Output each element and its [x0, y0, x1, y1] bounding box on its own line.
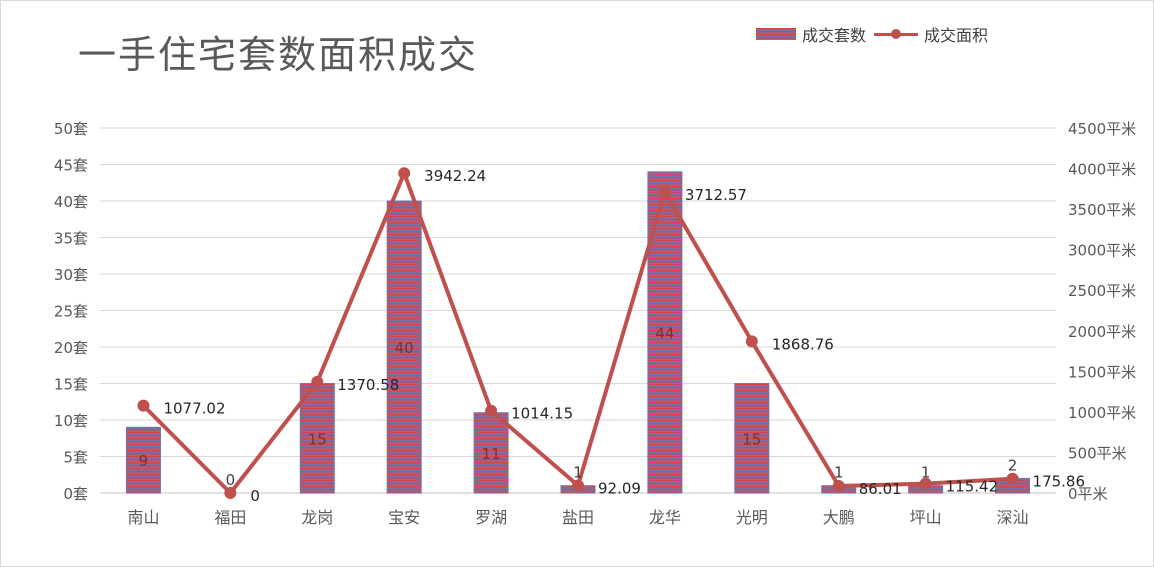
line-point	[224, 487, 237, 499]
x-tick-label: 坪山	[910, 508, 942, 527]
line-point	[485, 404, 498, 417]
bar-data-label: 0	[226, 471, 236, 489]
bar-data-label: 44	[655, 324, 674, 342]
line-point	[658, 185, 671, 198]
line-point	[572, 479, 584, 492]
line-point	[311, 375, 324, 388]
y-right-tick-label: 4000平米	[1068, 161, 1136, 179]
bar-data-label: 9	[139, 452, 149, 470]
y-left-tick-label: 30套	[54, 266, 88, 284]
bar-data-label: 1	[834, 464, 844, 482]
legend-bar-swatch	[756, 28, 796, 40]
y-right-tick-label: 500平米	[1068, 444, 1127, 462]
y-left-tick-label: 50套	[54, 120, 88, 138]
y-right-tick-label: 3500平米	[1068, 201, 1136, 219]
y-left-tick-label: 5套	[63, 449, 88, 467]
bar-data-label: 2	[1008, 456, 1018, 474]
chart-title: 一手住宅套数面积成交	[78, 33, 479, 77]
line-point	[745, 335, 758, 348]
line-data-label: 1077.02	[163, 400, 225, 418]
line-data-label: 1868.76	[772, 335, 834, 353]
line-point	[1006, 472, 1019, 485]
line-data-label: 3942.24	[424, 167, 486, 185]
y-left-tick-label: 0套	[63, 485, 88, 503]
bar	[386, 200, 422, 494]
line-data-label: 175.86	[1033, 473, 1086, 491]
bar-data-label: 15	[308, 430, 327, 448]
line-data-label: 3712.57	[685, 186, 747, 204]
line-data-label: 0	[250, 487, 260, 505]
x-tick-label: 龙岗	[301, 508, 333, 527]
y-right-tick-label: 2500平米	[1068, 282, 1136, 300]
y-left-tick-label: 25套	[54, 303, 88, 321]
legend-line-swatch	[874, 28, 919, 40]
y-right-tick-label: 3000平米	[1068, 242, 1136, 260]
y-left-tick-label: 35套	[54, 230, 88, 248]
line-data-label: 1370.58	[337, 376, 399, 394]
line-point	[832, 480, 845, 493]
x-tick-label: 罗湖	[475, 508, 507, 527]
bar	[125, 426, 161, 494]
y-right-tick-label: 0平米	[1068, 485, 1108, 503]
y-left-tick-label: 10套	[54, 412, 88, 430]
y-left-tick-label: 20套	[54, 339, 88, 357]
legend-item-bars: 成交套数	[756, 22, 866, 46]
bar	[734, 383, 770, 494]
x-tick-label: 南山	[127, 508, 159, 527]
line-data-label: 1014.15	[511, 405, 573, 423]
line-point	[398, 167, 411, 180]
line-point	[137, 399, 150, 412]
legend-line-label: 成交面积	[924, 26, 989, 45]
bar	[299, 383, 335, 494]
x-tick-label: 福田	[214, 508, 246, 527]
x-tick-label: 深汕	[997, 508, 1029, 527]
y-right-tick-label: 1000平米	[1068, 404, 1136, 422]
x-tick-label: 光明	[736, 508, 768, 527]
line-data-label: 92.09	[598, 480, 641, 498]
y-left-tick-label: 45套	[54, 157, 88, 175]
line-data-label: 115.42	[946, 478, 999, 496]
x-tick-label: 宝安	[388, 508, 420, 527]
x-tick-label: 盐田	[562, 508, 594, 527]
legend-bar-label: 成交套数	[802, 26, 867, 45]
y-right-tick-label: 4500平米	[1068, 120, 1136, 138]
bar-data-label: 15	[742, 430, 761, 448]
chart-legend: 成交套数 成交面积	[756, 22, 988, 46]
y-right-tick-label: 1500平米	[1068, 363, 1136, 381]
y-right-tick-label: 2000平米	[1068, 323, 1136, 341]
line-point	[919, 477, 932, 490]
bar-data-label: 1	[921, 464, 931, 482]
legend-item-line: 成交面积	[874, 22, 988, 46]
x-tick-label: 大鹏	[823, 508, 855, 527]
y-left-tick-label: 40套	[54, 193, 88, 211]
line-data-label: 86.01	[859, 480, 902, 498]
bar-data-label: 11	[482, 445, 501, 463]
x-tick-label: 龙华	[649, 508, 681, 527]
bar-data-label: 1	[573, 464, 583, 482]
y-left-tick-label: 15套	[54, 376, 88, 394]
line-series-path	[142, 171, 1013, 495]
bar-data-label: 40	[395, 339, 414, 357]
